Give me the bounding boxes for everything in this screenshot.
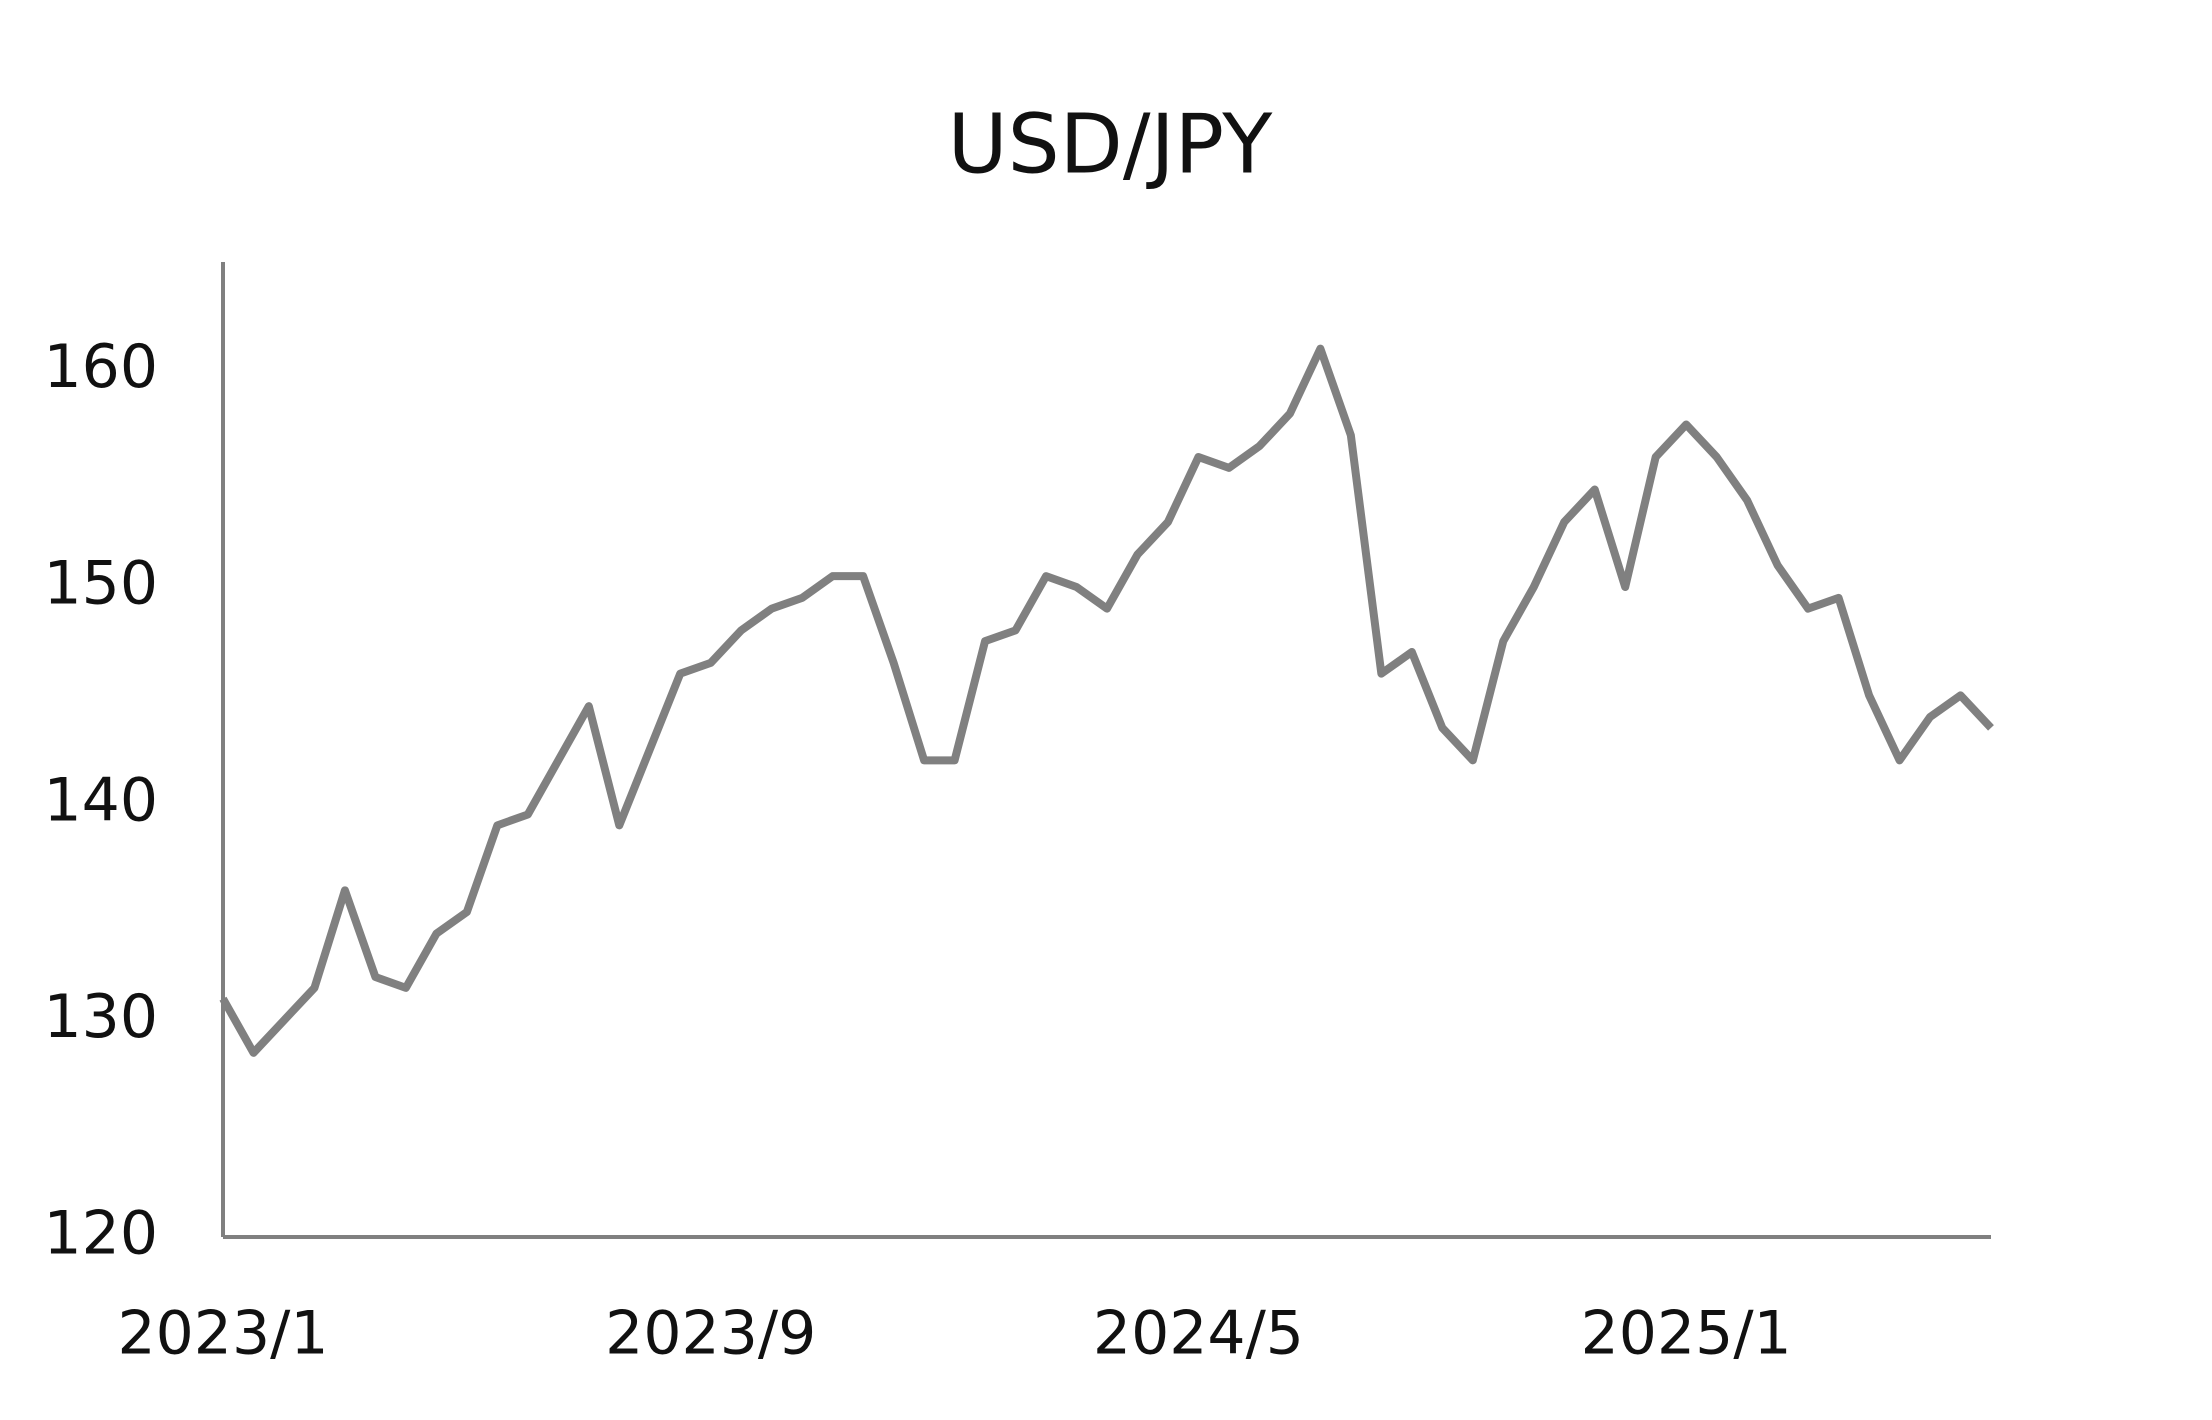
x-tick-label: 2023/1: [117, 1299, 328, 1369]
x-tick-label: 2023/9: [605, 1299, 816, 1369]
y-tick-label: 140: [43, 765, 158, 835]
line-series: [219, 344, 1994, 1057]
y-tick-label: 120: [43, 1199, 158, 1269]
x-tick-label: 2025/1: [1581, 1299, 1792, 1369]
x-tick-label: 2024/5: [1093, 1299, 1304, 1369]
chart-title: USD/JPY: [948, 97, 1274, 192]
y-tick-label: 160: [43, 332, 158, 402]
y-tick-label: 150: [43, 549, 158, 619]
y-tick-label: 130: [43, 982, 158, 1052]
